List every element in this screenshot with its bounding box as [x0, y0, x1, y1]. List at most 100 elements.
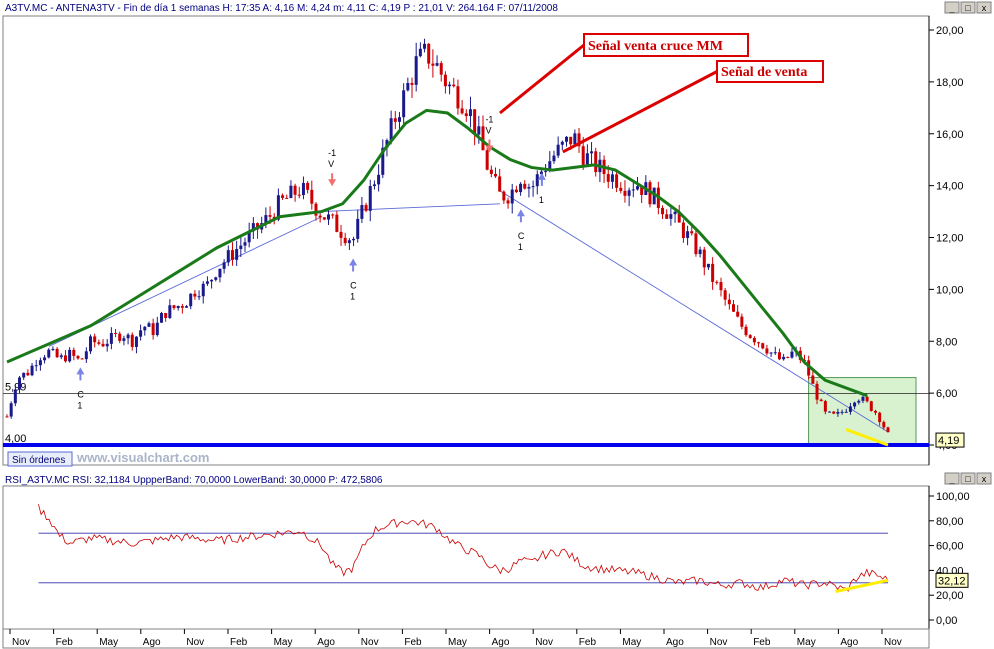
rsi-maximize-button[interactable]: [960, 472, 976, 485]
candle-body: [677, 211, 681, 223]
candle-body: [878, 412, 882, 422]
callout-arrow: [562, 70, 718, 154]
watermark: www.visualchart.com: [76, 450, 209, 465]
main-header-text: A3TV.MC - ANTENA3TV - Fin de día 1 seman…: [5, 3, 558, 14]
candle-body: [861, 396, 865, 401]
minimize-button[interactable]: [944, 1, 960, 14]
candle-body: [732, 304, 736, 312]
candle-body: [93, 336, 97, 343]
candle-body: [719, 282, 723, 291]
sell-signal-label: V: [485, 126, 491, 136]
close-button[interactable]: [976, 1, 992, 14]
main-plot-area[interactable]: [2, 15, 930, 466]
candle-body: [347, 240, 351, 244]
candle-body: [176, 306, 180, 309]
rsi-last-label: 32,12: [938, 575, 966, 587]
candle-body: [335, 214, 339, 232]
time-axis[interactable]: [2, 628, 930, 649]
candle-body: [886, 427, 890, 433]
candle-body: [247, 231, 251, 243]
candle-body: [748, 335, 752, 338]
candle-body: [80, 358, 84, 360]
candle-body: [397, 117, 401, 122]
candle-body: [840, 411, 844, 413]
candle-body: [531, 186, 535, 188]
candle-body: [352, 238, 356, 241]
candle-body: [669, 214, 673, 219]
candle-body: [665, 214, 669, 219]
candle-body: [356, 218, 360, 239]
candle-body: [456, 86, 460, 109]
y-tick-label: 14,00: [936, 181, 964, 193]
x-tick-label: Nov: [361, 637, 379, 648]
candle-body: [402, 90, 406, 118]
rsi-y-tick-label: 80,00: [936, 516, 964, 528]
sell-signal-label: V: [328, 159, 334, 169]
x-tick-label: Ago: [317, 637, 335, 648]
candle-body: [752, 337, 756, 343]
buy-signal-label: C: [77, 389, 84, 399]
candle-body: [494, 173, 498, 177]
candle-body: [869, 401, 873, 411]
y-tick-label: 20,00: [936, 25, 964, 37]
candle-body: [506, 200, 510, 204]
candle-body: [786, 356, 790, 358]
candle-body: [26, 372, 30, 376]
last-price-label: 4,19: [938, 435, 959, 447]
buy-signal-label: C: [350, 280, 357, 290]
candle-body: [744, 326, 748, 336]
candle-body: [322, 217, 326, 220]
candle-body: [857, 400, 861, 403]
candle-body: [882, 421, 886, 428]
candle-body: [218, 268, 222, 278]
candle-body: [761, 343, 765, 349]
maximize-icon: □: [965, 3, 971, 13]
orders-button[interactable]: [7, 451, 73, 467]
callout-text: Señal venta cruce MM: [588, 39, 723, 54]
candle-body: [105, 343, 109, 347]
candle-body: [539, 171, 543, 175]
candle-body: [68, 349, 72, 362]
candle-body: [22, 372, 26, 378]
candle-body: [210, 279, 214, 282]
candle-body: [243, 242, 247, 246]
yellow-support-line: [845, 428, 889, 447]
rsi-close-button[interactable]: [976, 472, 992, 485]
x-tick-label: Feb: [579, 637, 597, 648]
trend-line: [499, 190, 889, 433]
candle-body: [736, 311, 740, 317]
candle-body: [151, 323, 155, 336]
y-tick-label: 10,00: [936, 284, 964, 296]
candle-body: [72, 349, 76, 356]
candle-body: [9, 403, 13, 417]
candle-body: [727, 299, 731, 305]
maximize-button[interactable]: [960, 1, 976, 14]
candle-body: [773, 352, 777, 354]
main-window-controls: _ □ x: [944, 1, 992, 14]
candle-body: [51, 348, 55, 350]
candle-body: [239, 245, 243, 249]
candle-body: [448, 84, 452, 87]
candle-body: [832, 411, 836, 414]
rsi-minimize-button[interactable]: [944, 472, 960, 485]
x-tick-label: Ago: [666, 637, 684, 648]
candle-body: [297, 194, 301, 196]
y-tick-label: 6,00: [936, 388, 957, 400]
orders-button-label: Sin órdenes: [12, 455, 65, 466]
candle-body: [477, 126, 481, 135]
x-tick-label: May: [448, 637, 467, 648]
candle-body: [410, 82, 414, 85]
callout-arrow: [498, 43, 585, 115]
candle-body: [590, 151, 594, 154]
rsi-maximize-icon: □: [965, 474, 971, 484]
candle-body: [134, 336, 138, 347]
rsi-last-box: [935, 572, 969, 588]
candle-body: [59, 355, 63, 358]
candle-body: [126, 334, 130, 339]
rsi-plot-area[interactable]: [2, 485, 930, 630]
y-tick-label: 18,00: [936, 77, 964, 89]
candle-body: [301, 182, 305, 196]
candle-body: [481, 126, 485, 151]
candle-body: [790, 351, 794, 358]
